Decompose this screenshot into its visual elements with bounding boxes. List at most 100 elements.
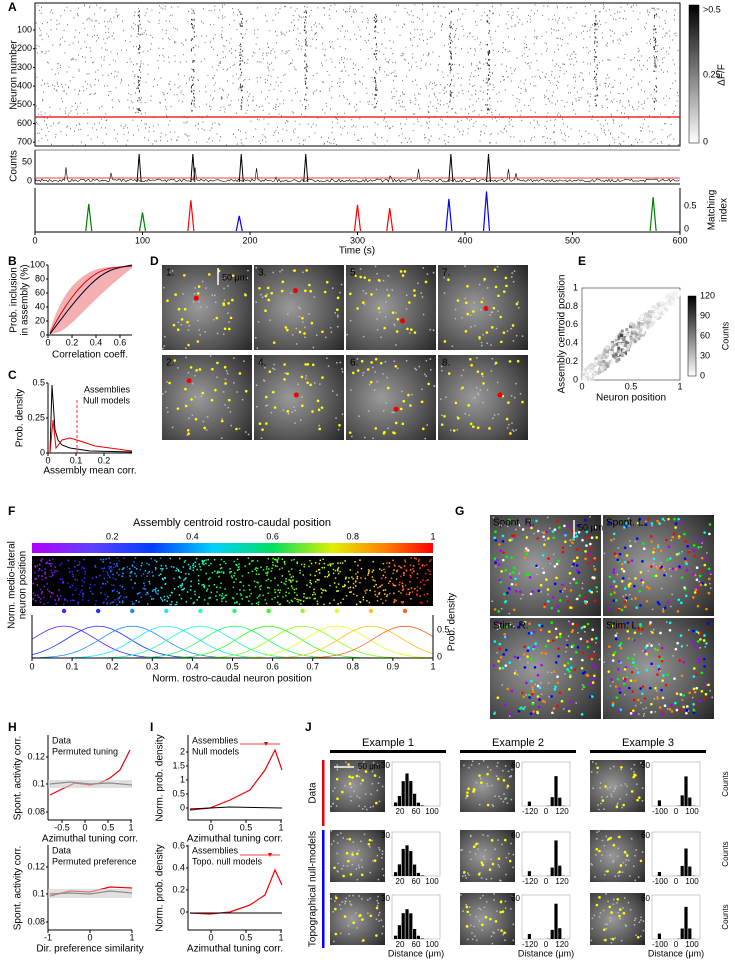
cell <box>503 331 506 334</box>
raster-dot <box>613 18 614 19</box>
tick-label: 0.6 <box>266 531 279 541</box>
cell <box>231 299 234 302</box>
raster-dot <box>510 124 511 125</box>
raster-dot <box>267 80 268 81</box>
raster-dot <box>227 80 228 81</box>
raster-dot <box>575 113 576 114</box>
cell <box>230 317 233 320</box>
raster-dot <box>69 44 70 45</box>
raster-dot <box>375 56 376 58</box>
raster-dot <box>322 81 323 82</box>
raster-dot <box>206 91 207 92</box>
scatter-dot <box>160 597 162 599</box>
scatter-dot <box>41 570 43 572</box>
raster-dot <box>597 45 598 47</box>
raster-dot <box>530 18 531 19</box>
cell <box>197 292 200 295</box>
texture <box>570 545 572 547</box>
raster-dot <box>263 58 264 59</box>
texture <box>479 284 481 286</box>
raster-dot <box>208 75 209 76</box>
texture <box>498 414 500 416</box>
peak-dot <box>369 609 373 613</box>
scatter-dot <box>79 564 81 566</box>
raster-dot <box>356 83 357 84</box>
cell <box>558 526 561 529</box>
texture <box>533 533 535 535</box>
scatter-dot <box>402 583 404 585</box>
raster-dot <box>166 30 167 31</box>
raster-dot <box>52 69 53 70</box>
heat-cell <box>640 323 643 326</box>
raster-dot <box>403 53 404 54</box>
raster-dot <box>535 4 536 5</box>
texture <box>430 358 432 360</box>
cell <box>583 597 586 600</box>
cell <box>400 270 403 273</box>
raster-dot <box>306 99 307 100</box>
scatter-dot <box>383 563 385 565</box>
raster-dot <box>589 111 590 112</box>
raster-dot <box>148 64 149 65</box>
raster-dot <box>410 38 411 39</box>
raster-dot <box>305 106 306 108</box>
raster-dot <box>484 133 485 134</box>
raster-dot <box>495 117 496 118</box>
cell <box>317 400 320 403</box>
raster-dot <box>360 81 361 82</box>
raster-dot <box>178 136 179 137</box>
raster-dot <box>594 32 595 34</box>
heat-cell <box>665 299 668 302</box>
raster-dot <box>72 145 73 146</box>
raster-dot <box>331 58 332 59</box>
centroid <box>294 392 299 397</box>
raster-dot <box>266 55 267 56</box>
scatter-dot <box>315 594 317 596</box>
raster-dot <box>193 96 194 97</box>
scatter-dot <box>160 574 162 576</box>
cell <box>265 396 268 399</box>
raster-dot <box>210 41 211 42</box>
raster-dot <box>234 64 235 65</box>
raster-dot <box>375 50 376 52</box>
scatter-dot <box>413 570 415 572</box>
texture <box>394 361 396 363</box>
raster-dot <box>229 24 230 25</box>
raster-dot <box>324 8 325 9</box>
scatter-dot <box>160 558 162 560</box>
texture <box>298 307 300 309</box>
raster-dot <box>434 93 435 94</box>
texture <box>279 271 281 273</box>
scatter-dot <box>379 592 381 594</box>
raster-dot <box>192 110 193 112</box>
scatter-dot <box>47 583 49 585</box>
scatter-dot <box>110 566 112 568</box>
texture <box>518 573 520 575</box>
raster-dot <box>655 51 656 53</box>
cell <box>453 429 456 432</box>
axis-title: neuron position <box>18 551 29 619</box>
raster-dot <box>284 34 285 35</box>
cell <box>568 524 571 527</box>
texture <box>385 361 387 363</box>
scatter-dot <box>315 562 317 564</box>
scatter-dot <box>418 563 420 565</box>
cell <box>694 591 697 594</box>
raster-dot <box>289 90 290 91</box>
raster-dot <box>395 110 396 111</box>
raster-dot <box>220 63 221 64</box>
scatter-dot <box>189 568 191 570</box>
cell <box>547 557 550 560</box>
raster-dot <box>175 28 176 29</box>
legend-entry: Null models <box>83 395 131 405</box>
texture <box>418 366 420 368</box>
raster-dot <box>306 43 307 45</box>
raster-dot <box>650 141 651 142</box>
raster-dot <box>441 30 442 31</box>
cell <box>304 363 307 366</box>
raster-dot <box>166 20 167 21</box>
texture <box>201 396 203 398</box>
axis-title: Norm. medio-lateral <box>7 541 18 629</box>
raster-dot <box>400 123 401 124</box>
raster-dot <box>489 17 490 18</box>
